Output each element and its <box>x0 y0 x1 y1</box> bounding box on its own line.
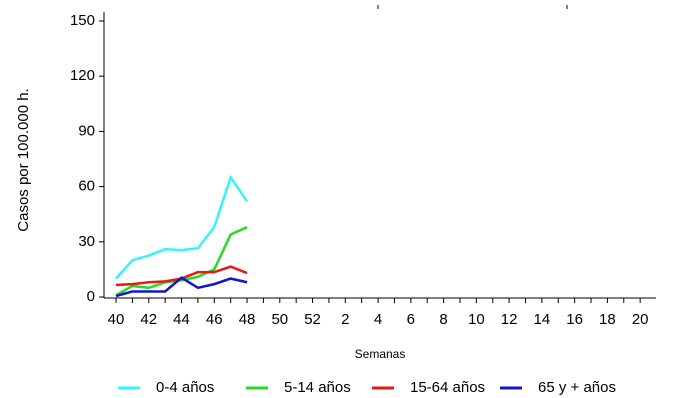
x-tick-label: 20 <box>632 311 649 328</box>
y-tick-label: 150 <box>70 12 95 29</box>
legend-label: 15-64 años <box>410 379 485 396</box>
legend-label: 65 y + años <box>538 379 616 396</box>
series-line <box>115 265 248 287</box>
x-tick-label: 50 <box>271 311 288 328</box>
x-tick-label: 48 <box>239 311 256 328</box>
x-tick-label: 46 <box>206 311 223 328</box>
y-tick-label: 60 <box>78 178 95 195</box>
y-tick-label: 120 <box>70 67 95 84</box>
x-tick-label: 52 <box>304 311 321 328</box>
x-tick-label: 18 <box>599 311 616 328</box>
series-line <box>115 174 249 280</box>
x-tick-label: 10 <box>468 311 485 328</box>
x-tick-label: 12 <box>501 311 518 328</box>
x-tick-label: 14 <box>534 311 551 328</box>
series-line <box>115 225 248 297</box>
x-tick-label: 2 <box>341 311 349 328</box>
x-tick-label: 42 <box>140 311 157 328</box>
y-axis-label: Casos por 100.000 h. <box>15 88 32 231</box>
x-tick-label: 16 <box>566 311 583 328</box>
x-axis-label: Semanas <box>355 347 406 361</box>
legend-label: 5-14 años <box>284 379 351 396</box>
x-tick-label: 8 <box>439 311 447 328</box>
y-tick-label: 30 <box>78 233 95 250</box>
x-tick-label: 6 <box>407 311 415 328</box>
x-tick-label: 4 <box>374 311 382 328</box>
y-tick-label: 0 <box>87 288 95 305</box>
legend-label: 0-4 años <box>156 379 214 396</box>
x-tick-label: 44 <box>173 311 190 328</box>
y-tick-label: 90 <box>78 122 95 139</box>
series-line <box>115 276 248 298</box>
x-tick-label: 40 <box>108 311 125 328</box>
